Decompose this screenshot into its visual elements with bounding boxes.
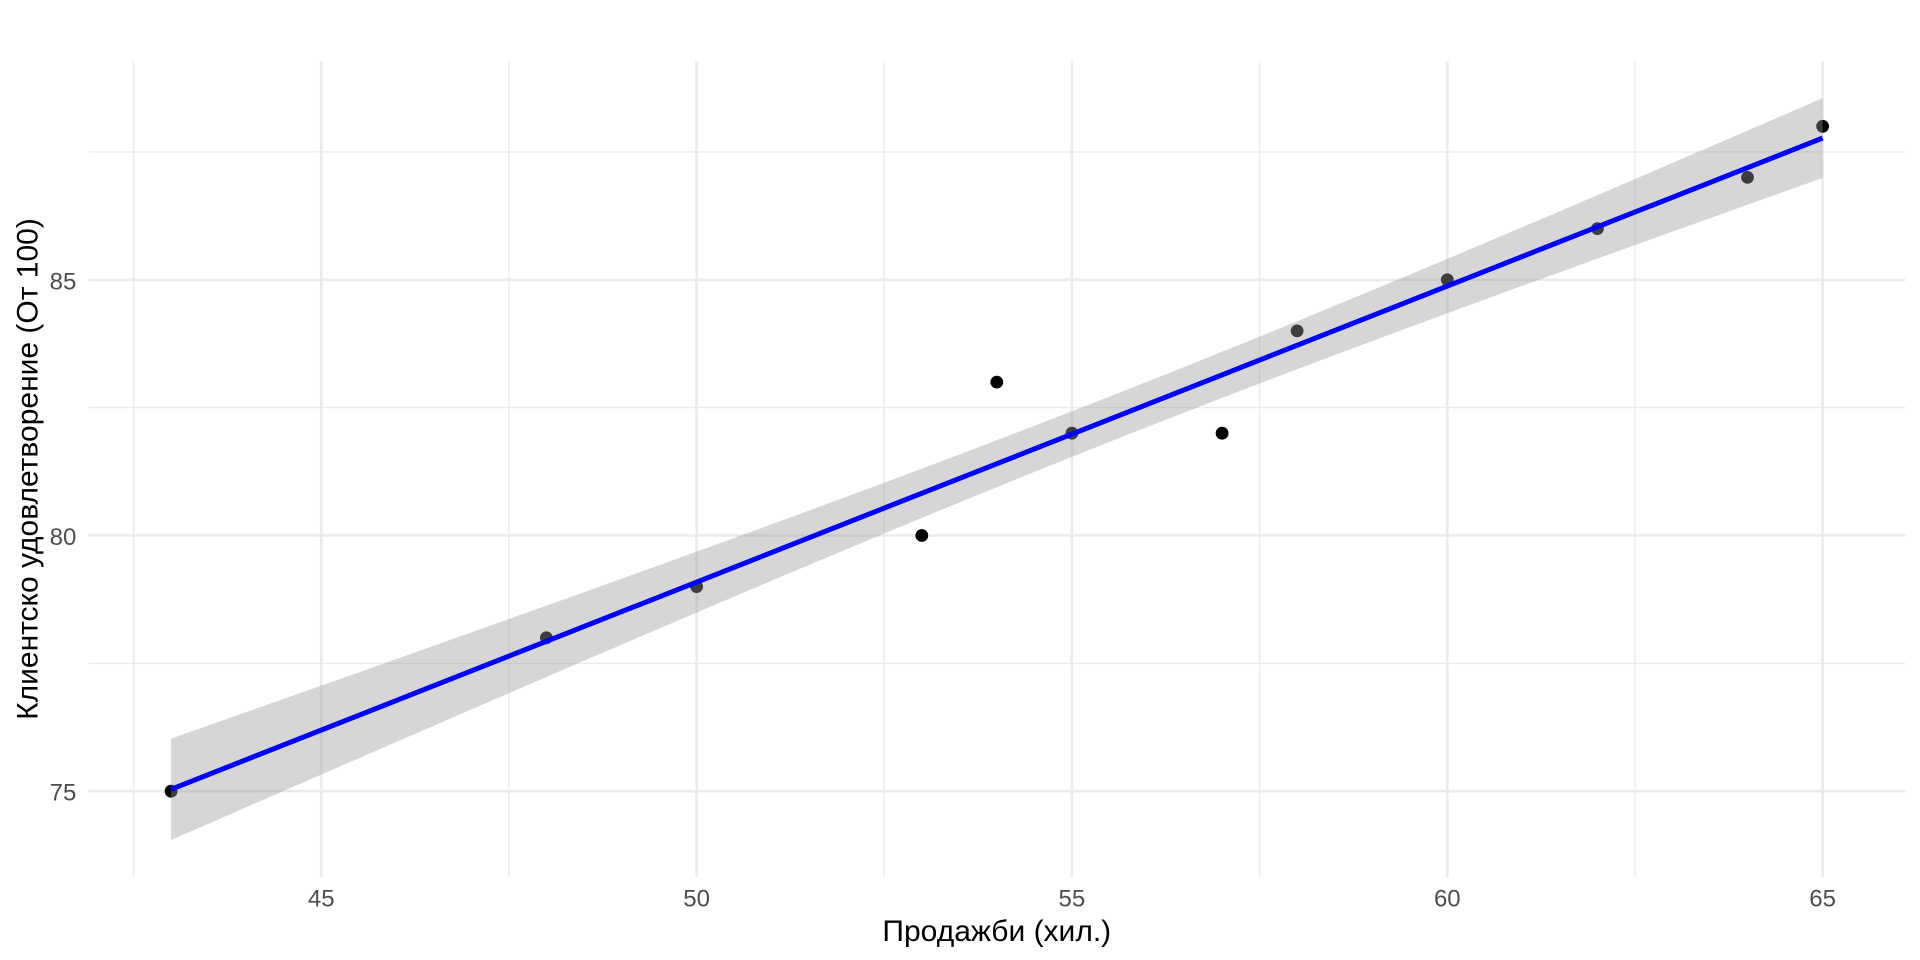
svg-text:65: 65 xyxy=(1809,886,1836,913)
svg-text:Клиентско удовлетворение (От 1: Клиентско удовлетворение (От 100) xyxy=(12,218,45,720)
svg-text:55: 55 xyxy=(1059,886,1086,913)
svg-text:Продажби (хил.): Продажби (хил.) xyxy=(882,915,1111,948)
svg-text:85: 85 xyxy=(50,268,77,295)
svg-text:80: 80 xyxy=(50,524,77,551)
svg-text:60: 60 xyxy=(1434,886,1461,913)
svg-text:45: 45 xyxy=(308,886,335,913)
svg-text:50: 50 xyxy=(683,886,710,913)
svg-text:75: 75 xyxy=(50,780,77,807)
